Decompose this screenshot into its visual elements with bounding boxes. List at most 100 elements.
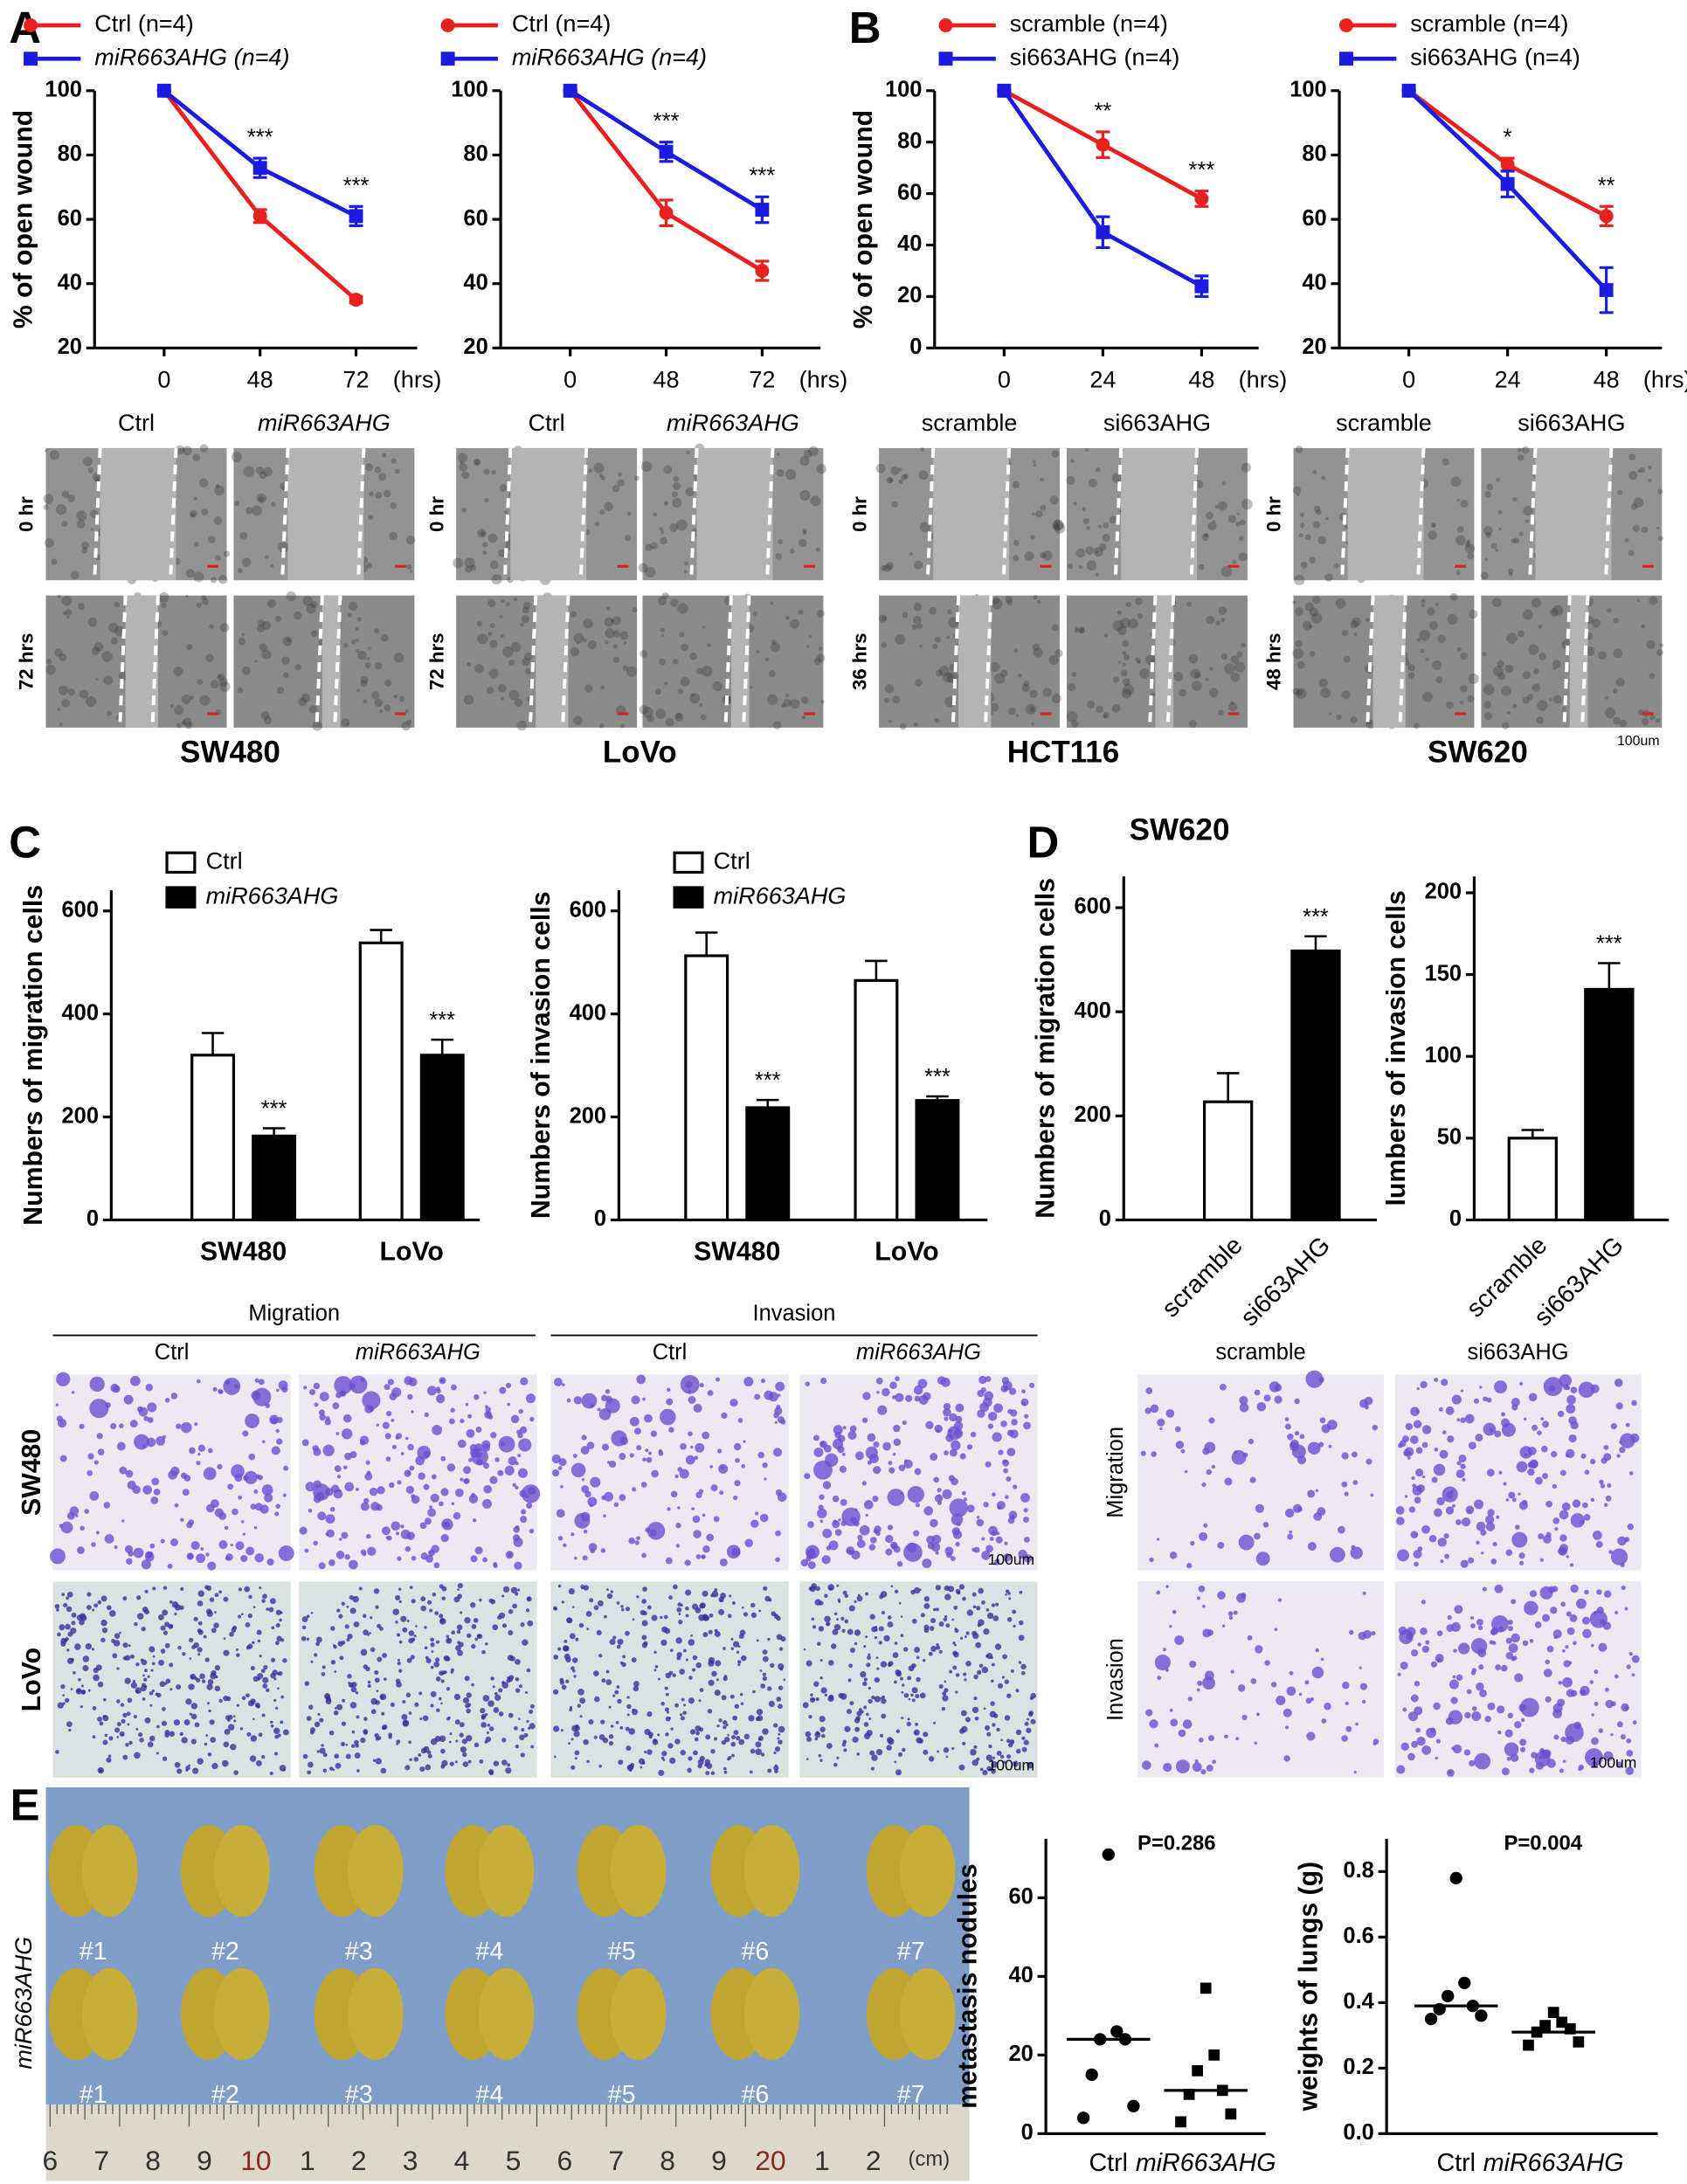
stained-cell <box>563 1543 567 1548</box>
stained-cell <box>1511 1599 1517 1605</box>
bar <box>915 1099 960 1222</box>
stained-cell <box>570 1532 575 1537</box>
stained-cell <box>304 1548 309 1553</box>
stained-cell <box>1421 1745 1432 1755</box>
photo-texture <box>103 675 114 686</box>
stained-cell <box>164 1398 170 1403</box>
stained-cell <box>992 1432 1002 1442</box>
stained-cell <box>1206 1764 1213 1772</box>
stained-cell <box>1230 1669 1234 1674</box>
stained-cell <box>443 1522 451 1529</box>
stained-cell <box>176 1768 183 1774</box>
stained-cell <box>645 1527 651 1533</box>
stained-cell <box>317 1712 321 1716</box>
photo-texture <box>259 471 267 480</box>
stained-cell <box>359 1435 370 1445</box>
photo-column-label: si663AHG <box>1518 410 1625 436</box>
photo-texture <box>808 446 819 457</box>
stained-cell <box>440 1455 446 1462</box>
stained-cell <box>214 1593 219 1598</box>
stained-cell <box>162 1609 169 1616</box>
stained-cell <box>316 1750 320 1753</box>
stained-cell <box>1235 1737 1240 1741</box>
stained-cell <box>497 1614 502 1621</box>
stained-cell <box>137 1406 143 1413</box>
mouse-id: #6 <box>741 1938 769 1966</box>
photo-texture <box>660 633 665 637</box>
stained-cell <box>1020 1663 1027 1670</box>
stained-cell <box>339 1538 342 1541</box>
stained-cell <box>767 1768 772 1773</box>
stained-cell <box>806 1736 812 1742</box>
photo-texture <box>885 562 894 570</box>
stained-cell <box>574 1757 577 1760</box>
stained-cell <box>901 1717 904 1720</box>
stained-cell <box>280 1720 284 1724</box>
photo-texture <box>1442 458 1449 466</box>
stained-cell <box>1511 1397 1520 1406</box>
stained-cell <box>1320 1657 1324 1662</box>
stained-cell <box>1474 1752 1491 1770</box>
stained-cell <box>156 1724 160 1729</box>
stained-cell <box>373 1588 380 1594</box>
stained-cell <box>1028 1382 1035 1388</box>
stained-cell <box>750 1602 756 1608</box>
stained-cell <box>1594 1669 1599 1675</box>
stained-cell <box>395 1594 401 1601</box>
stained-cell <box>565 1679 570 1683</box>
stained-cell <box>75 1688 82 1695</box>
stained-cell <box>526 1719 529 1724</box>
photo-texture <box>881 564 887 571</box>
stained-cell <box>413 1757 419 1762</box>
photo-texture <box>234 501 240 507</box>
photo-texture <box>1513 537 1520 544</box>
stained-cell <box>902 1683 905 1687</box>
stained-cell <box>874 1696 882 1703</box>
photo-texture <box>1366 618 1370 623</box>
stained-cell <box>127 1697 133 1704</box>
stained-cell <box>100 1595 107 1602</box>
stained-cell <box>398 1600 402 1603</box>
stained-cell <box>1182 1719 1193 1729</box>
stained-cell <box>963 1672 967 1676</box>
stained-cell <box>527 1620 534 1627</box>
stained-cell <box>985 1754 992 1761</box>
photo-texture <box>898 479 903 484</box>
stained-cell <box>1405 1422 1414 1431</box>
stained-cell <box>773 1751 777 1754</box>
photo-texture <box>504 510 508 514</box>
stained-cell <box>878 1641 882 1645</box>
stained-cell <box>1294 1430 1300 1436</box>
photo-texture <box>1013 540 1020 546</box>
photo-texture <box>676 519 688 531</box>
stained-cell <box>433 1562 440 1569</box>
stained-cell <box>69 1506 80 1516</box>
stained-cell <box>1217 1591 1226 1600</box>
stained-cell <box>106 1605 112 1611</box>
photo-texture <box>798 609 804 615</box>
stained-cell <box>1194 1759 1199 1764</box>
photo-texture <box>1088 478 1098 487</box>
stained-cell <box>606 1593 613 1600</box>
stained-cell <box>908 1697 911 1701</box>
photo-texture <box>640 649 648 658</box>
wound-edge <box>742 595 751 729</box>
stained-cell <box>426 1750 432 1755</box>
photo-texture <box>1512 703 1518 708</box>
stained-cell <box>863 1677 868 1682</box>
photo-texture <box>650 542 658 549</box>
stained-cell <box>173 1719 181 1726</box>
stained-cell <box>1511 1497 1517 1503</box>
stained-cell <box>427 1600 432 1605</box>
legend-label: Ctrl (n=4) <box>512 10 611 37</box>
stained-cell <box>1217 1541 1225 1549</box>
stained-cell <box>854 1629 861 1636</box>
photo-texture <box>1097 524 1103 529</box>
stained-cell <box>875 1531 881 1537</box>
stained-cell <box>351 1744 356 1748</box>
mouse-id: #3 <box>345 2081 373 2109</box>
photo-texture <box>619 631 629 640</box>
photo-texture <box>883 563 892 573</box>
photo-texture <box>1607 607 1612 613</box>
